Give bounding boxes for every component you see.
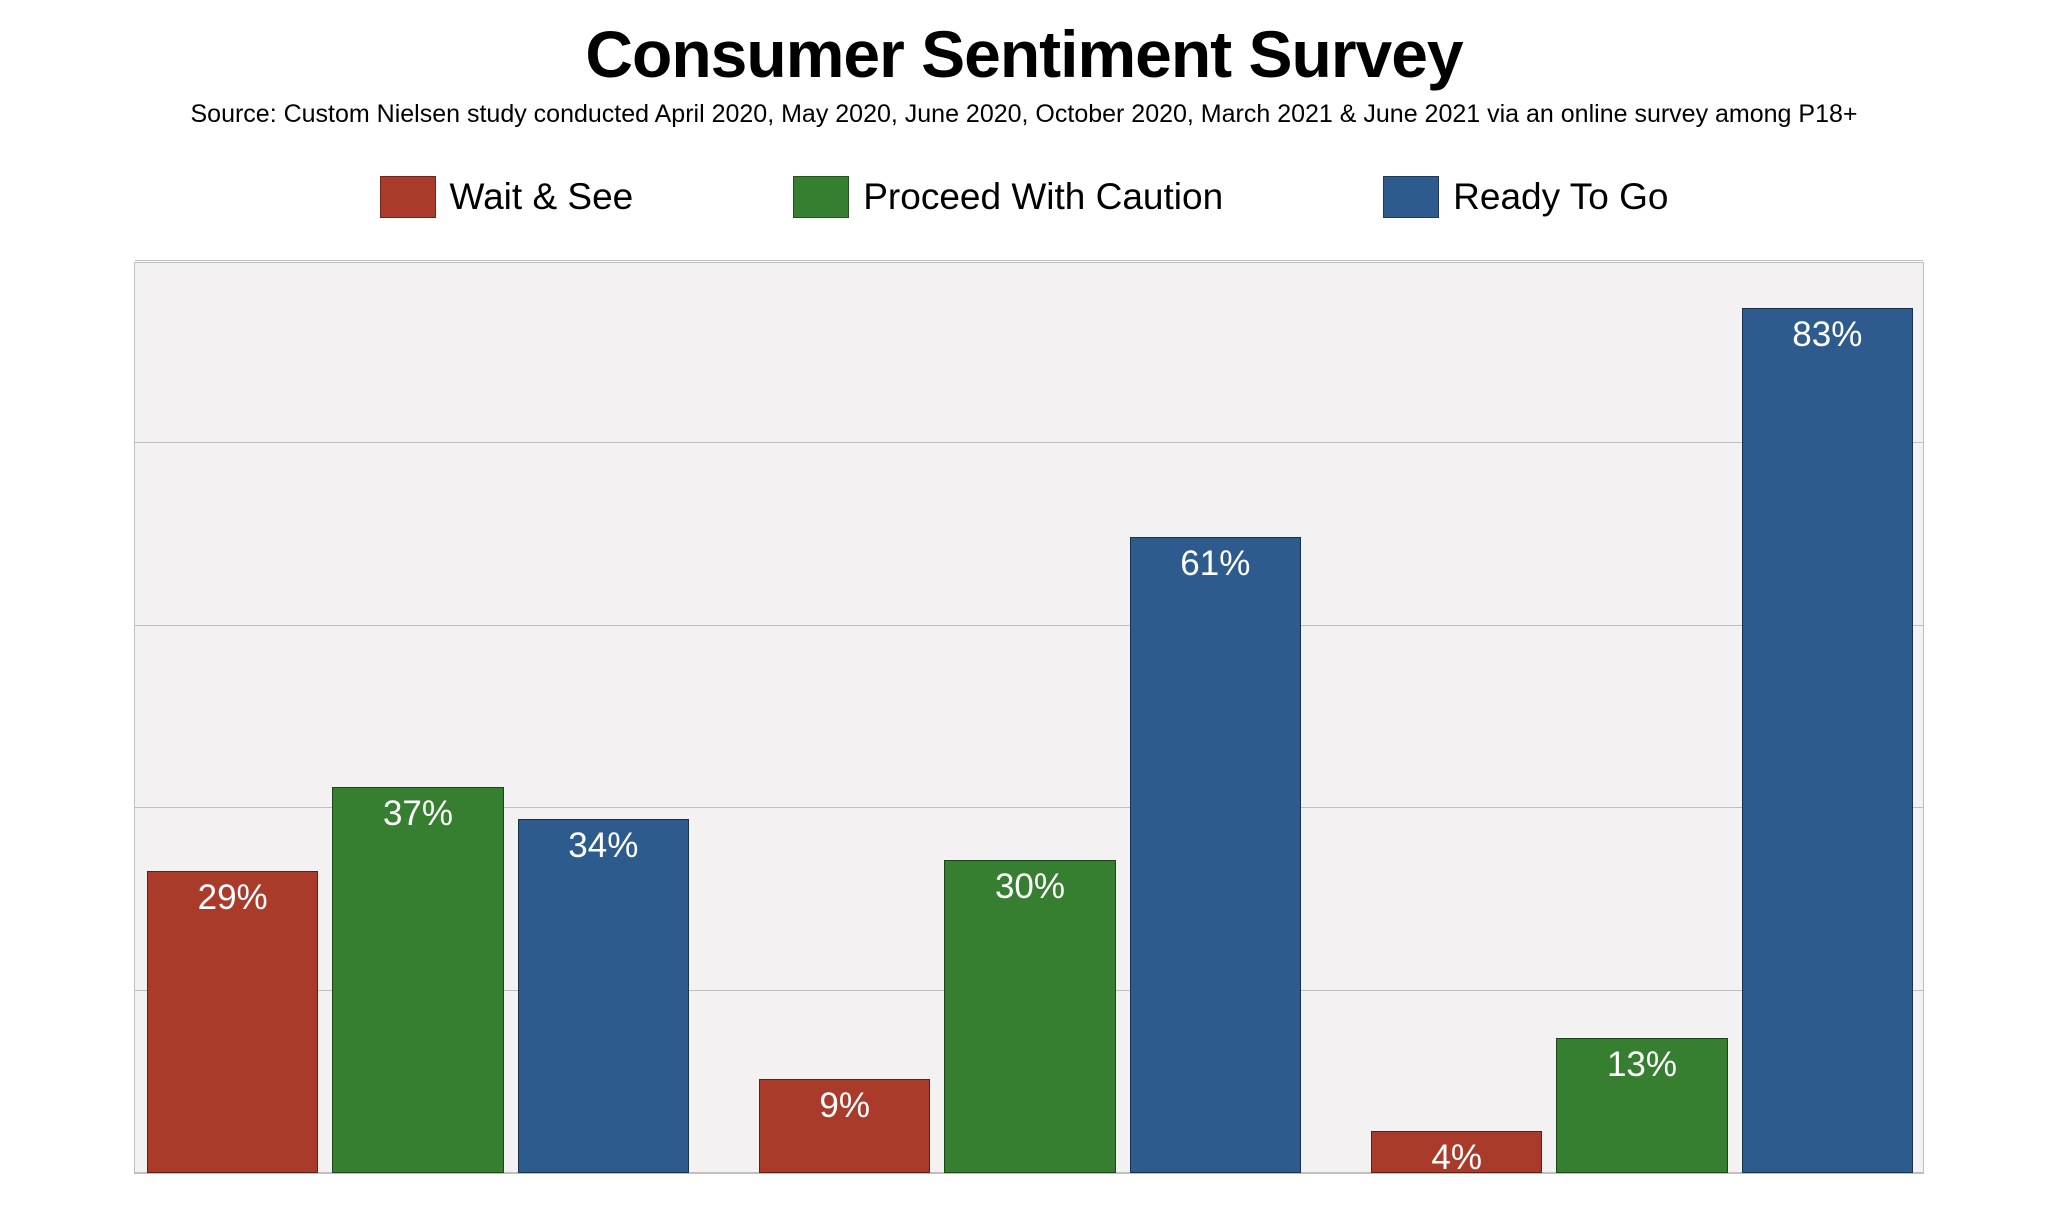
chart-legend: Wait & See Proceed With Caution Ready To…	[0, 176, 2048, 218]
bar-value-label: 9%	[760, 1086, 929, 1126]
plot-area: 29% 37% 34% 9% 30% 61% 4% 13% 83%	[134, 262, 1924, 1174]
bar-value-label: 4%	[1372, 1138, 1541, 1178]
bar-value-label: 61%	[1131, 544, 1300, 584]
bar-value-label: 13%	[1557, 1045, 1726, 1085]
bar-value-label: 83%	[1743, 315, 1912, 355]
legend-item-wait-and-see: Wait & See	[380, 176, 634, 218]
legend-label: Ready To Go	[1453, 176, 1668, 218]
legend-swatch	[1383, 176, 1439, 218]
bar: 37%	[332, 787, 503, 1173]
legend-label: Proceed With Caution	[863, 176, 1223, 218]
bar: 4%	[1371, 1131, 1542, 1173]
bar: 13%	[1556, 1038, 1727, 1173]
legend-label: Wait & See	[450, 176, 634, 218]
bar-value-label: 34%	[519, 826, 688, 866]
bar-value-label: 29%	[148, 878, 317, 918]
bar: 29%	[147, 871, 318, 1173]
bars-layer: 29% 37% 34% 9% 30% 61% 4% 13% 83%	[135, 263, 1923, 1173]
bar: 83%	[1742, 308, 1913, 1173]
gridline	[135, 260, 1923, 261]
bar: 9%	[759, 1079, 930, 1173]
bar-value-label: 30%	[945, 867, 1114, 907]
bar: 34%	[518, 819, 689, 1173]
legend-swatch	[793, 176, 849, 218]
legend-item-ready-to-go: Ready To Go	[1383, 176, 1668, 218]
chart-title: Consumer Sentiment Survey	[0, 16, 2048, 92]
bar: 30%	[944, 860, 1115, 1173]
legend-item-proceed-with-caution: Proceed With Caution	[793, 176, 1223, 218]
chart-container: Consumer Sentiment Survey Source: Custom…	[0, 0, 2048, 1216]
bar: 61%	[1130, 537, 1301, 1173]
bar-value-label: 37%	[333, 794, 502, 834]
chart-subtitle: Source: Custom Nielsen study conducted A…	[0, 100, 2048, 129]
legend-swatch	[380, 176, 436, 218]
